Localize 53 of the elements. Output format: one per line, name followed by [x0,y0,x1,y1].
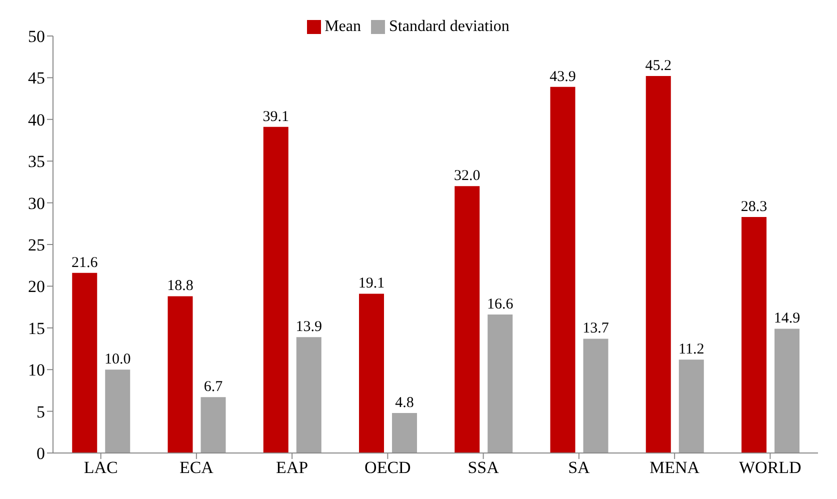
bar [392,412,417,453]
data-label: 11.2 [678,342,704,358]
data-label: 43.9 [550,68,576,85]
y-tick-label: 30 [28,194,45,213]
data-label: 13.7 [582,320,610,337]
x-tick-label: LAC [84,458,118,478]
legend-label: Standard deviation [389,18,510,35]
bar [488,314,513,453]
x-tick-label: EAP [276,458,308,478]
y-tick-label: 5 [36,402,45,422]
data-label: 45.2 [645,58,672,74]
bar [550,86,576,453]
bar [774,328,800,453]
legend-label: Mean [324,18,361,35]
bar [742,216,766,453]
data-label: 18.8 [167,278,194,294]
bar [72,272,98,453]
bar [105,370,130,453]
bar [168,296,193,453]
x-tick-label: ECA [179,458,214,478]
bar [263,126,288,453]
x-tick-label: MENA [650,458,700,478]
y-tick-label: 50 [28,27,45,46]
bar [646,76,671,453]
data-label: 4.8 [395,394,414,411]
data-label: 19.1 [358,276,385,292]
y-tick-label: 15 [28,318,45,338]
data-label: 28.3 [740,198,768,215]
y-tick-label: 20 [28,277,45,296]
y-tick-label: 0 [36,444,45,464]
bar [296,337,322,453]
data-label: 16.6 [487,296,514,313]
data-label: 32.0 [454,168,480,184]
data-label: 10.0 [104,352,131,368]
y-tick-label: 35 [28,152,45,172]
x-tick-label: SA [568,458,591,478]
bar [583,338,608,453]
y-tick-label: 25 [28,236,45,255]
y-tick-label: 45 [28,68,45,88]
y-tick-label: 10 [28,360,45,380]
bar [678,360,704,453]
y-tick-label: 40 [28,110,45,130]
bar [359,294,384,453]
data-label: 21.6 [72,254,98,271]
bar [200,397,226,453]
bar [454,186,480,453]
x-tick-label: SSA [468,458,500,478]
data-label: 39.1 [262,108,289,125]
x-tick-label: WORLD [739,458,802,478]
data-label: 6.7 [204,379,224,396]
data-label: 14.9 [774,310,800,327]
x-tick-label: OECD [364,458,411,478]
data-label: 13.9 [296,319,322,336]
